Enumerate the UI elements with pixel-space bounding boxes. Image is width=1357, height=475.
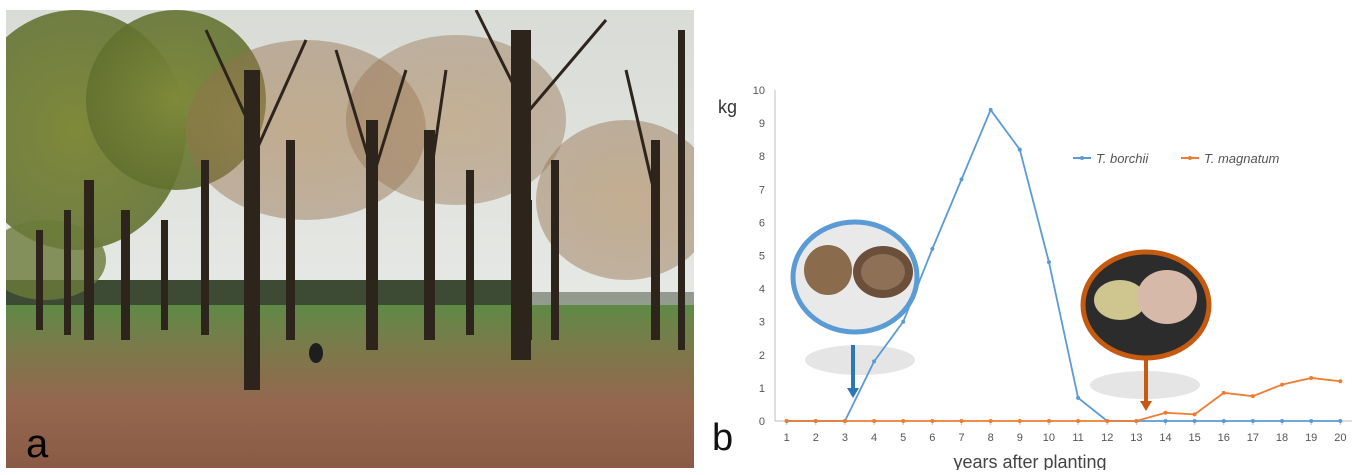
x-tick-label: 9 bbox=[1017, 432, 1023, 444]
x-tick-label: 11 bbox=[1072, 432, 1083, 444]
data-point bbox=[1163, 410, 1168, 415]
orchard-photo: a bbox=[6, 10, 694, 468]
x-tick-label: 1 bbox=[784, 432, 790, 444]
data-point bbox=[1280, 382, 1285, 387]
chart-legend: T. borchii T. magnatum bbox=[1073, 151, 1280, 166]
x-tick-label: 2 bbox=[813, 432, 819, 444]
y-tick-label: 3 bbox=[759, 317, 765, 329]
data-point bbox=[1105, 419, 1110, 423]
data-point bbox=[901, 419, 906, 423]
x-tick-label: 19 bbox=[1305, 432, 1317, 444]
blue-down-arrow-icon bbox=[805, 345, 915, 398]
data-point bbox=[1017, 147, 1022, 152]
x-tick-label: 5 bbox=[900, 432, 906, 444]
y-tick-label: 8 bbox=[759, 151, 765, 163]
y-tick-label: 4 bbox=[759, 284, 765, 296]
data-point bbox=[901, 319, 906, 324]
data-point bbox=[1192, 412, 1197, 417]
data-point bbox=[930, 419, 935, 423]
data-point bbox=[1309, 419, 1314, 423]
data-point bbox=[872, 359, 877, 364]
x-tick-label: 3 bbox=[842, 432, 848, 444]
truffle-borchii-photo-icon bbox=[790, 219, 920, 335]
x-tick-label: 20 bbox=[1334, 432, 1346, 444]
x-tick-label: 8 bbox=[988, 432, 994, 444]
data-point bbox=[1309, 375, 1314, 380]
y-tick-label: 2 bbox=[759, 350, 765, 362]
data-point bbox=[1250, 419, 1255, 423]
x-tick-label: 18 bbox=[1276, 432, 1288, 444]
x-tick-label: 17 bbox=[1247, 432, 1259, 444]
legend-marker bbox=[1188, 156, 1192, 160]
series-line-1 bbox=[786, 377, 1341, 422]
panel-label-b: b bbox=[712, 417, 733, 459]
x-tick-label: 12 bbox=[1101, 432, 1113, 444]
data-point bbox=[1250, 394, 1255, 399]
data-point bbox=[930, 246, 935, 251]
x-tick-label: 15 bbox=[1189, 432, 1201, 444]
data-point bbox=[1076, 395, 1081, 400]
legend-marker bbox=[1080, 156, 1084, 160]
panel-label-a: a bbox=[26, 422, 49, 466]
x-axis-label: years after planting bbox=[953, 452, 1106, 470]
data-point bbox=[1017, 419, 1022, 423]
x-tick-label: 16 bbox=[1218, 432, 1230, 444]
y-tick-label: 10 bbox=[753, 85, 765, 97]
y-tick-label: 1 bbox=[759, 383, 765, 395]
legend-entry: T. borchii bbox=[1096, 151, 1149, 166]
x-tick-label: 10 bbox=[1043, 432, 1055, 444]
orchard-scene: a bbox=[6, 10, 694, 468]
data-point bbox=[1192, 419, 1197, 423]
y-tick-label: 7 bbox=[759, 184, 765, 196]
y-tick-label: 0 bbox=[759, 416, 765, 428]
data-point bbox=[959, 419, 964, 423]
data-point bbox=[813, 419, 818, 423]
data-point bbox=[959, 177, 964, 182]
legend-entry: T. magnatum bbox=[1204, 151, 1280, 166]
data-point bbox=[1046, 419, 1051, 423]
x-tick-label: 13 bbox=[1130, 432, 1142, 444]
data-point bbox=[1163, 419, 1168, 423]
data-point bbox=[1280, 419, 1285, 423]
x-tick-label: 4 bbox=[871, 432, 877, 444]
data-point bbox=[1338, 419, 1343, 423]
truffle-yield-chart: 0 1 2 3 4 5 6 7 8 9 10 1 2 3 4 5 6 7 8 9 10 11 12 13 14 15 16 17 18 1… bbox=[700, 0, 1357, 472]
data-point bbox=[1221, 419, 1226, 423]
data-point bbox=[1338, 379, 1343, 384]
data-point bbox=[1046, 260, 1051, 265]
y-axis-label: kg bbox=[718, 97, 737, 117]
x-tick-label: 7 bbox=[958, 432, 964, 444]
data-point bbox=[784, 419, 789, 423]
orange-down-arrow-icon bbox=[1090, 360, 1200, 411]
y-tick-label: 5 bbox=[759, 251, 765, 263]
data-point bbox=[988, 419, 993, 423]
data-point bbox=[842, 419, 847, 423]
data-point bbox=[872, 419, 877, 423]
data-point bbox=[988, 107, 993, 112]
chart-series bbox=[784, 107, 1343, 423]
data-point bbox=[1221, 390, 1226, 395]
y-tick-label: 6 bbox=[759, 217, 765, 229]
x-tick-label: 6 bbox=[929, 432, 935, 444]
truffle-magnatum-photo-icon bbox=[1080, 249, 1212, 361]
x-tick-label: 14 bbox=[1159, 432, 1171, 444]
y-tick-label: 9 bbox=[759, 118, 765, 130]
data-point bbox=[1076, 419, 1081, 423]
data-point bbox=[1134, 419, 1139, 423]
series-line-0 bbox=[786, 108, 1341, 422]
